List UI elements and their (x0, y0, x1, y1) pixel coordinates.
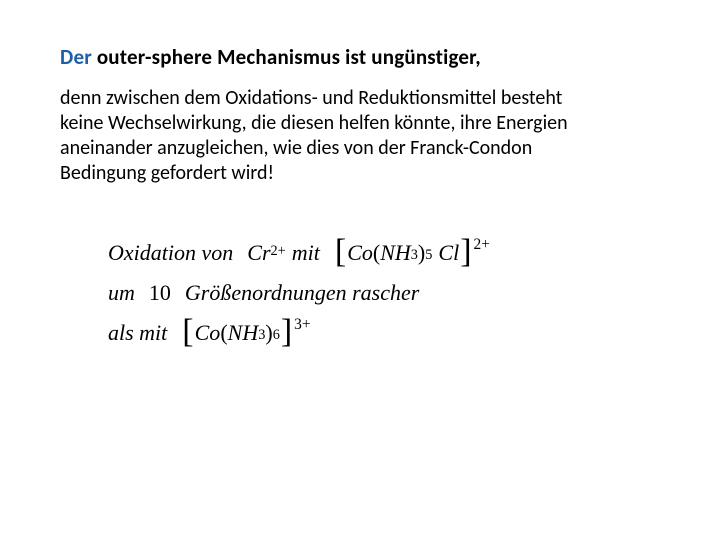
number-10: 10 (149, 280, 171, 306)
nh-1: NH (380, 240, 411, 266)
species-cr2plus: Cr2+ (247, 240, 285, 266)
text-mit-1: mit (292, 240, 320, 266)
cr-charge: 2+ (271, 243, 286, 260)
formula-line-2: um 10 Größenordnungen rascher (108, 280, 660, 306)
formula-block: Oxidation von Cr2+ mit [Co(NH3)5Cl] 2+ u… (108, 240, 660, 346)
text-oxidation-von: Oxidation von (108, 240, 233, 266)
body-paragraph: denn zwischen dem Oxidations- und Redukt… (60, 86, 600, 186)
text-groessenordnungen: Größenordnungen rascher (185, 280, 419, 306)
formula-line-3: als mit [Co(NH3)6] 3+ (108, 320, 660, 346)
formula-line-1: Oxidation von Cr2+ mit [Co(NH3)5Cl] 2+ (108, 240, 660, 266)
slide: Der outer-sphere Mechanismus ist ungünst… (0, 0, 720, 540)
heading-rest: outer-sphere Mechanismus ist ungünstiger… (92, 44, 481, 70)
outer-charge-1: 2+ (474, 236, 490, 254)
text-als-mit: als mit (108, 320, 167, 346)
complex-co-nh3-5-cl: [Co(NH3)5Cl] (334, 240, 473, 266)
heading-lead: Der (60, 44, 92, 70)
outer-charge-2: 3+ (294, 316, 310, 334)
nh3-sub-1: 3 (411, 247, 418, 264)
nh3-sub-2: 3 (258, 327, 265, 344)
ligand-count-1: 5 (425, 247, 432, 264)
nh-2: NH (228, 320, 259, 346)
cl-symbol: Cl (438, 240, 459, 266)
co-symbol-1: Co (347, 240, 373, 266)
co-symbol-2: Co (195, 320, 221, 346)
cr-symbol: Cr (247, 240, 270, 266)
ligand-count-2: 6 (273, 327, 280, 344)
text-um: um (108, 280, 135, 306)
complex-co-nh3-6: [Co(NH3)6] (181, 320, 293, 346)
slide-heading: Der outer-sphere Mechanismus ist ungünst… (60, 44, 660, 70)
